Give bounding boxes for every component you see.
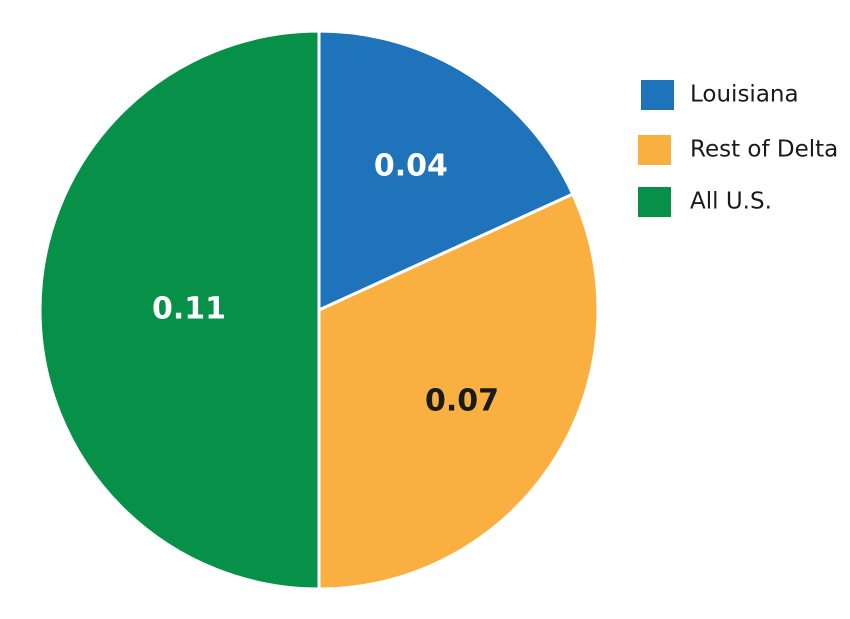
data-label: 0.07 xyxy=(425,383,499,418)
pie-slice xyxy=(317,29,575,312)
legend-swatch xyxy=(638,135,671,165)
legend: Louisiana Rest of Delta All U.S. xyxy=(638,80,838,217)
pie-slice xyxy=(317,192,600,591)
legend-label: Louisiana xyxy=(690,82,799,108)
data-label: 0.04 xyxy=(374,148,448,183)
legend-swatch xyxy=(641,80,674,110)
pie: 0.04 0.07 0.11 xyxy=(38,29,600,591)
legend-swatch xyxy=(638,187,671,217)
data-label: 0.11 xyxy=(152,292,226,327)
legend-label: All U.S. xyxy=(690,189,772,215)
legend-label: Rest of Delta xyxy=(690,137,838,163)
pie-slice xyxy=(38,29,321,591)
